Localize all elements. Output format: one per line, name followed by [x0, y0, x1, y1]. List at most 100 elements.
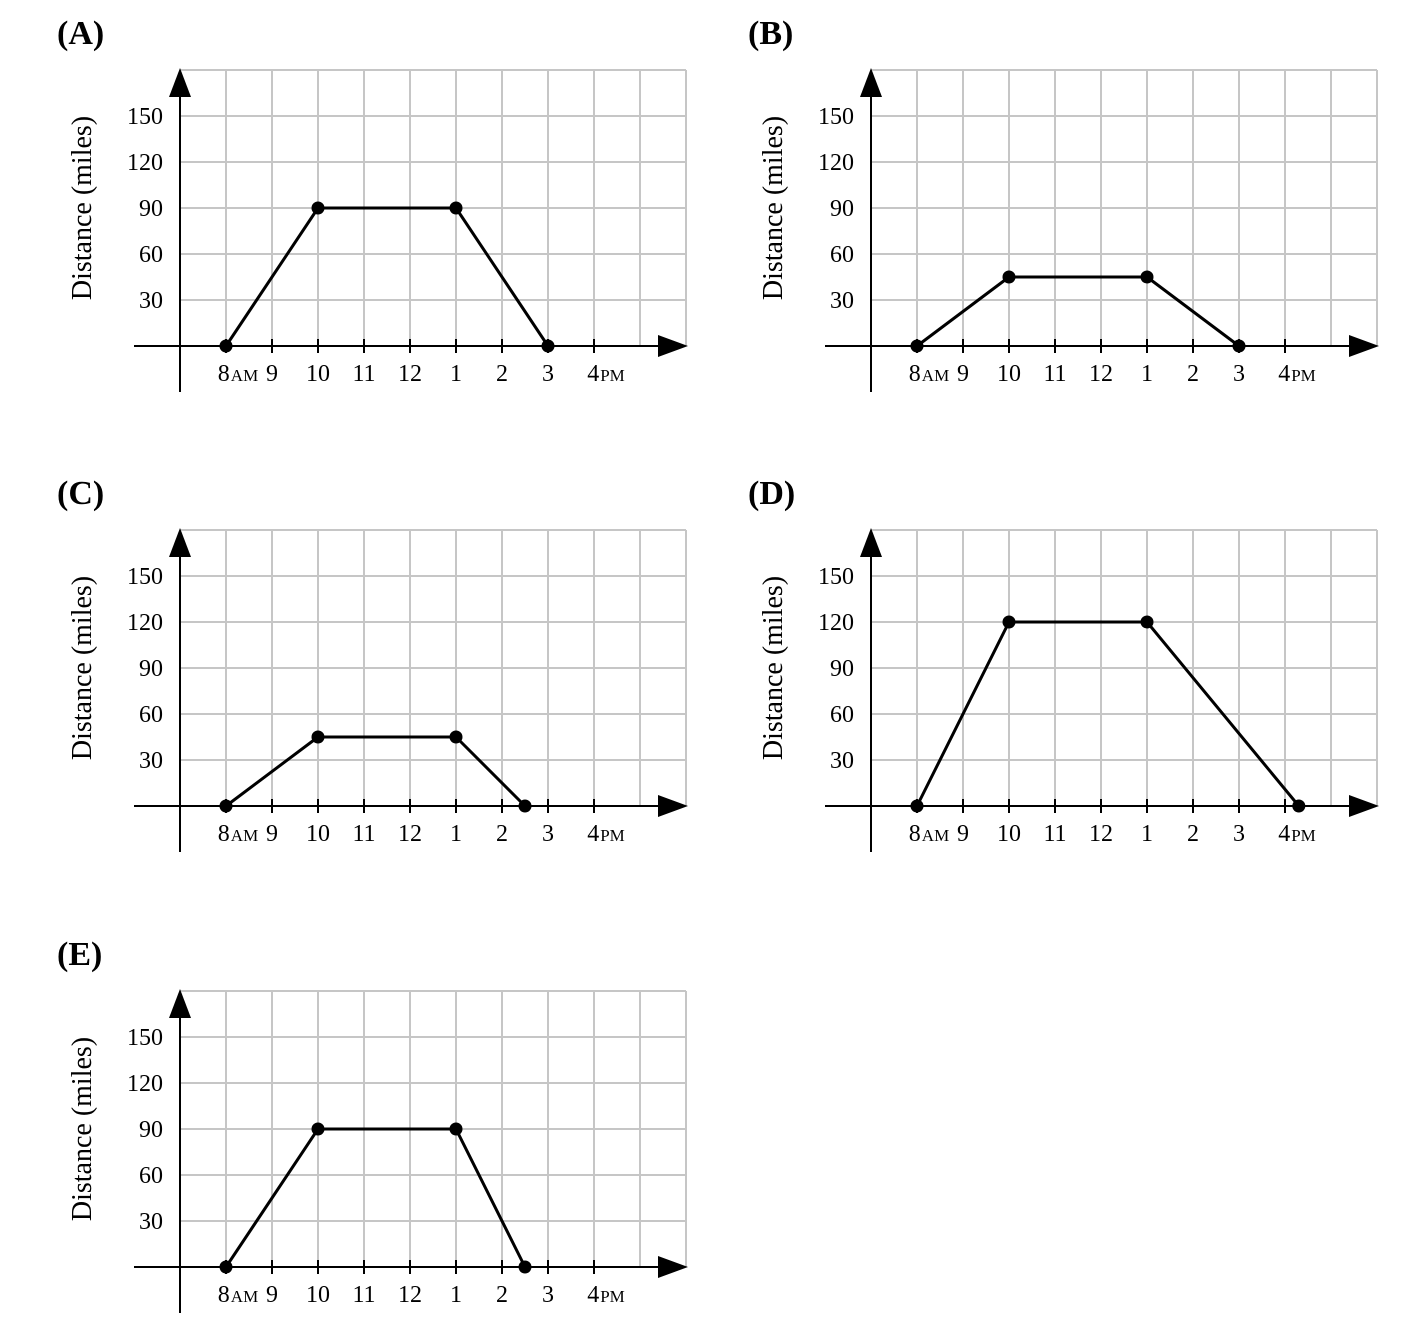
- x-tick-value: 11: [352, 1282, 375, 1308]
- x-tick-label: 9: [266, 821, 278, 847]
- x-tick-label: 1: [450, 361, 462, 387]
- y-tick-label: 30: [830, 748, 854, 774]
- x-tick-value: 10: [306, 361, 330, 387]
- x-tick-value: 1: [1141, 821, 1153, 847]
- data-point: [1002, 270, 1016, 284]
- data-point: [1232, 339, 1246, 353]
- x-tick-label: 8AM: [909, 361, 949, 387]
- y-axis-title: Distance (miles): [67, 1037, 98, 1221]
- x-tick-label: 11: [352, 821, 375, 847]
- series-line: [225, 735, 527, 808]
- y-tick-label: 60: [830, 242, 854, 268]
- data-point: [219, 339, 233, 353]
- data-point: [518, 799, 532, 813]
- x-tick-label: 11: [352, 1282, 375, 1308]
- x-tick-value: 1: [1141, 361, 1153, 387]
- y-tick-label: 60: [139, 702, 163, 728]
- panel-label: (C): [57, 475, 104, 512]
- x-tick-label: 10: [997, 361, 1021, 387]
- x-tick-value: 9: [266, 821, 278, 847]
- x-tick-label: 2: [1187, 821, 1199, 847]
- y-tick-label: 120: [127, 1071, 163, 1097]
- x-tick-label: 2: [496, 1282, 508, 1308]
- data-point: [219, 799, 233, 813]
- data-point: [449, 201, 463, 215]
- x-tick-value: 8: [218, 821, 230, 847]
- x-tick-value: 4: [587, 1282, 599, 1308]
- x-tick-value: 2: [496, 1282, 508, 1308]
- x-tick-suffix: PM: [600, 1287, 625, 1306]
- y-tick-label: 90: [830, 656, 854, 682]
- x-tick-suffix: AM: [922, 366, 949, 385]
- x-tick-label: 4PM: [587, 821, 625, 847]
- x-tick-value: 2: [496, 361, 508, 387]
- series-line: [916, 275, 1240, 348]
- x-tick-value: 9: [957, 821, 969, 847]
- x-tick-value: 1: [450, 361, 462, 387]
- x-tick-label: 1: [1141, 361, 1153, 387]
- x-axis-arrow-icon: [1349, 335, 1379, 357]
- x-tick-label: 4PM: [587, 361, 625, 387]
- x-tick-value: 9: [266, 1282, 278, 1308]
- y-tick-label: 90: [139, 196, 163, 222]
- x-tick-label: 1: [450, 821, 462, 847]
- x-tick-value: 3: [1233, 361, 1245, 387]
- y-tick-label: 30: [830, 288, 854, 314]
- x-tick-value: 11: [352, 361, 375, 387]
- x-tick-label: 1: [450, 1282, 462, 1308]
- y-tick-label: 120: [818, 150, 854, 176]
- x-tick-value: 2: [1187, 821, 1199, 847]
- x-tick-value: 9: [957, 361, 969, 387]
- panel-label: (E): [57, 936, 102, 973]
- panel-label: (D): [748, 475, 795, 512]
- series-line: [915, 620, 1300, 807]
- x-tick-suffix: AM: [231, 1287, 258, 1306]
- x-tick-value: 4: [1278, 821, 1290, 847]
- y-tick-label: 150: [127, 1025, 163, 1051]
- x-tick-value: 10: [306, 1282, 330, 1308]
- data-point: [311, 730, 325, 744]
- x-tick-label: 3: [1233, 821, 1245, 847]
- x-tick-value: 11: [352, 821, 375, 847]
- y-axis-arrow-icon: [169, 528, 191, 557]
- y-tick-label: 30: [139, 288, 163, 314]
- x-tick-label: 3: [1233, 361, 1245, 387]
- data-point: [910, 339, 924, 353]
- x-axis-arrow-icon: [658, 335, 688, 357]
- x-tick-value: 12: [1089, 821, 1113, 847]
- x-tick-value: 8: [909, 821, 921, 847]
- x-tick-label: 4PM: [1278, 821, 1316, 847]
- y-tick-label: 30: [139, 1209, 163, 1235]
- x-tick-value: 12: [398, 361, 422, 387]
- x-tick-label: 12: [398, 821, 422, 847]
- y-tick-label: 120: [127, 150, 163, 176]
- x-tick-label: 8AM: [218, 821, 258, 847]
- data-point: [541, 339, 555, 353]
- x-tick-label: 12: [1089, 821, 1113, 847]
- x-tick-value: 9: [266, 361, 278, 387]
- x-tick-label: 3: [542, 1282, 554, 1308]
- x-tick-value: 4: [587, 821, 599, 847]
- x-tick-suffix: PM: [600, 826, 625, 845]
- x-tick-label: 1: [1141, 821, 1153, 847]
- x-tick-label: 8AM: [909, 821, 949, 847]
- y-axis-arrow-icon: [169, 989, 191, 1018]
- x-tick-label: 10: [306, 361, 330, 387]
- panel-label: (A): [57, 15, 104, 52]
- x-tick-label: 11: [1043, 821, 1066, 847]
- x-tick-label: 10: [997, 821, 1021, 847]
- x-tick-label: 12: [1089, 361, 1113, 387]
- grid: [871, 69, 1378, 346]
- x-tick-label: 3: [542, 821, 554, 847]
- x-tick-label: 11: [1043, 361, 1066, 387]
- data-point: [518, 1260, 532, 1274]
- y-tick-label: 60: [830, 702, 854, 728]
- grid: [180, 529, 687, 806]
- x-tick-label: 9: [266, 361, 278, 387]
- x-tick-value: 1: [450, 821, 462, 847]
- x-tick-suffix: PM: [600, 366, 625, 385]
